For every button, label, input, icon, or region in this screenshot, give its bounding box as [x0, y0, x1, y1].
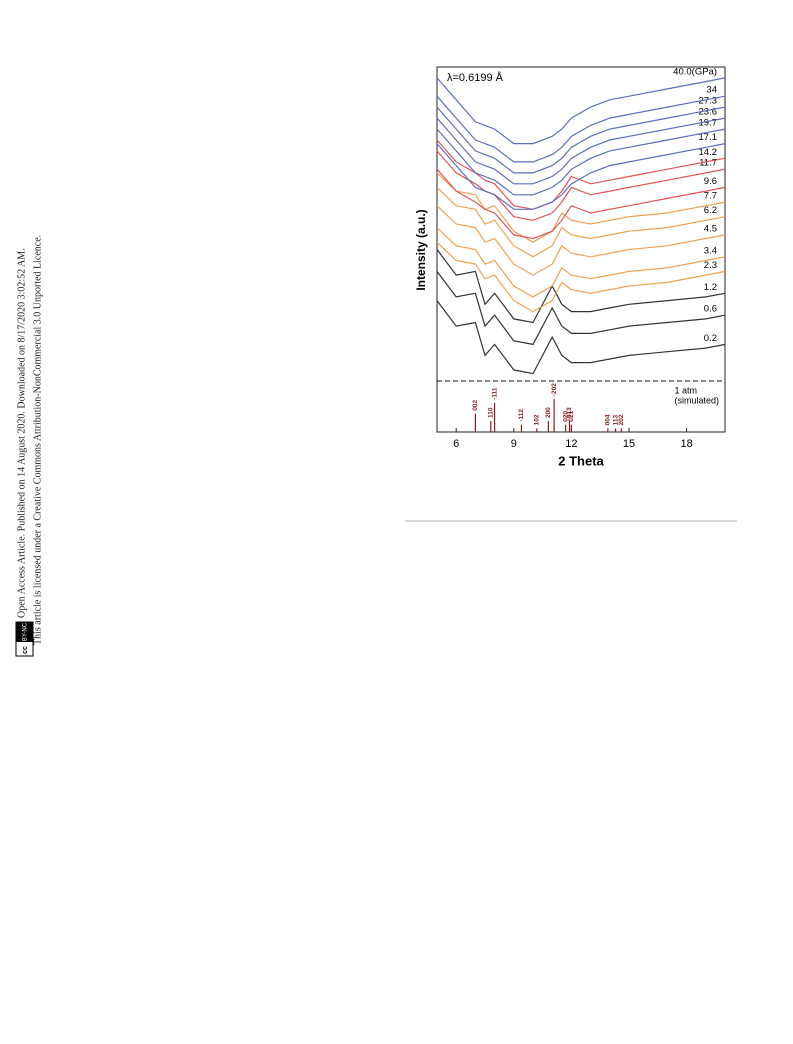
x-tick-label: 15 [623, 438, 635, 450]
series-label: 7.7 [704, 191, 717, 202]
series-label: 2.3 [704, 260, 717, 271]
series-line [436, 150, 726, 221]
x-axis-label: 2 Theta [558, 453, 604, 468]
series-line [436, 95, 726, 163]
series-label: 19.7 [699, 118, 718, 129]
x-tick-label: 18 [680, 438, 692, 450]
x-tick-label: 9 [511, 438, 517, 450]
reference-label: -112 [518, 409, 525, 422]
reference-name: 1 atm [674, 385, 697, 395]
reference-label: -111 [491, 387, 498, 400]
series-label: 0.2 [704, 333, 717, 344]
series-line [436, 205, 726, 276]
sidebar: Open Access Article. Published on 14 Aug… [15, 235, 43, 657]
series-label: 1.2 [704, 282, 717, 293]
series-line [436, 128, 726, 196]
series-line [436, 168, 726, 240]
reference-name: (simulated) [674, 395, 719, 405]
reference-label: 004 [605, 414, 612, 425]
series-label: 11.7 [699, 158, 717, 169]
series-line [436, 172, 726, 243]
series-label: 3.4 [704, 245, 717, 256]
license-badge-bg [16, 622, 33, 642]
series-line [436, 186, 726, 258]
reference-label: -202 [551, 383, 558, 396]
series-label: 4.5 [704, 223, 717, 234]
series-line [436, 77, 726, 145]
reference-label: 202 [618, 414, 625, 425]
series-line [436, 271, 726, 346]
sidebar-line: This article is licensed under a Creativ… [32, 235, 43, 645]
series-line [436, 139, 726, 210]
series-label: 6.2 [704, 205, 717, 216]
series-label: 34 [706, 85, 717, 96]
reference-label: 102 [534, 414, 541, 425]
reference-label: 110 [487, 407, 494, 418]
series-label: 27.3 [699, 96, 718, 107]
series-line [436, 143, 726, 210]
reference-label: 020 [562, 410, 569, 421]
badge-text: BY-NC [23, 622, 29, 641]
series-label: 23.6 [699, 107, 718, 118]
series-label: 40.0(GPa) [673, 66, 717, 77]
annotation: λ=0.6199 Å [447, 71, 504, 84]
series-line [436, 117, 726, 185]
series-line [436, 300, 726, 375]
series-line [436, 249, 726, 324]
x-tick-label: 6 [453, 438, 459, 450]
badge-cc: cc [22, 646, 29, 654]
y-axis-label: Intensity (a.u.) [414, 209, 428, 290]
series-label: 9.6 [704, 176, 717, 187]
plot-frame [436, 66, 726, 433]
reference-label: 200 [545, 407, 552, 418]
reference-label: 113 [612, 414, 619, 425]
series-line [436, 106, 726, 174]
reference-label: 002 [472, 400, 479, 411]
x-tick-label: 12 [565, 438, 577, 450]
series-line [436, 227, 726, 298]
series-line [436, 241, 726, 313]
series-label: 0.6 [704, 304, 717, 315]
series-label: 14.2 [699, 147, 718, 158]
series-label: 17.1 [699, 132, 718, 143]
reference-label: 021 [568, 410, 575, 421]
reference-label: 013 [566, 407, 573, 418]
sidebar-line: Open Access Article. Published on 14 Aug… [16, 248, 27, 618]
